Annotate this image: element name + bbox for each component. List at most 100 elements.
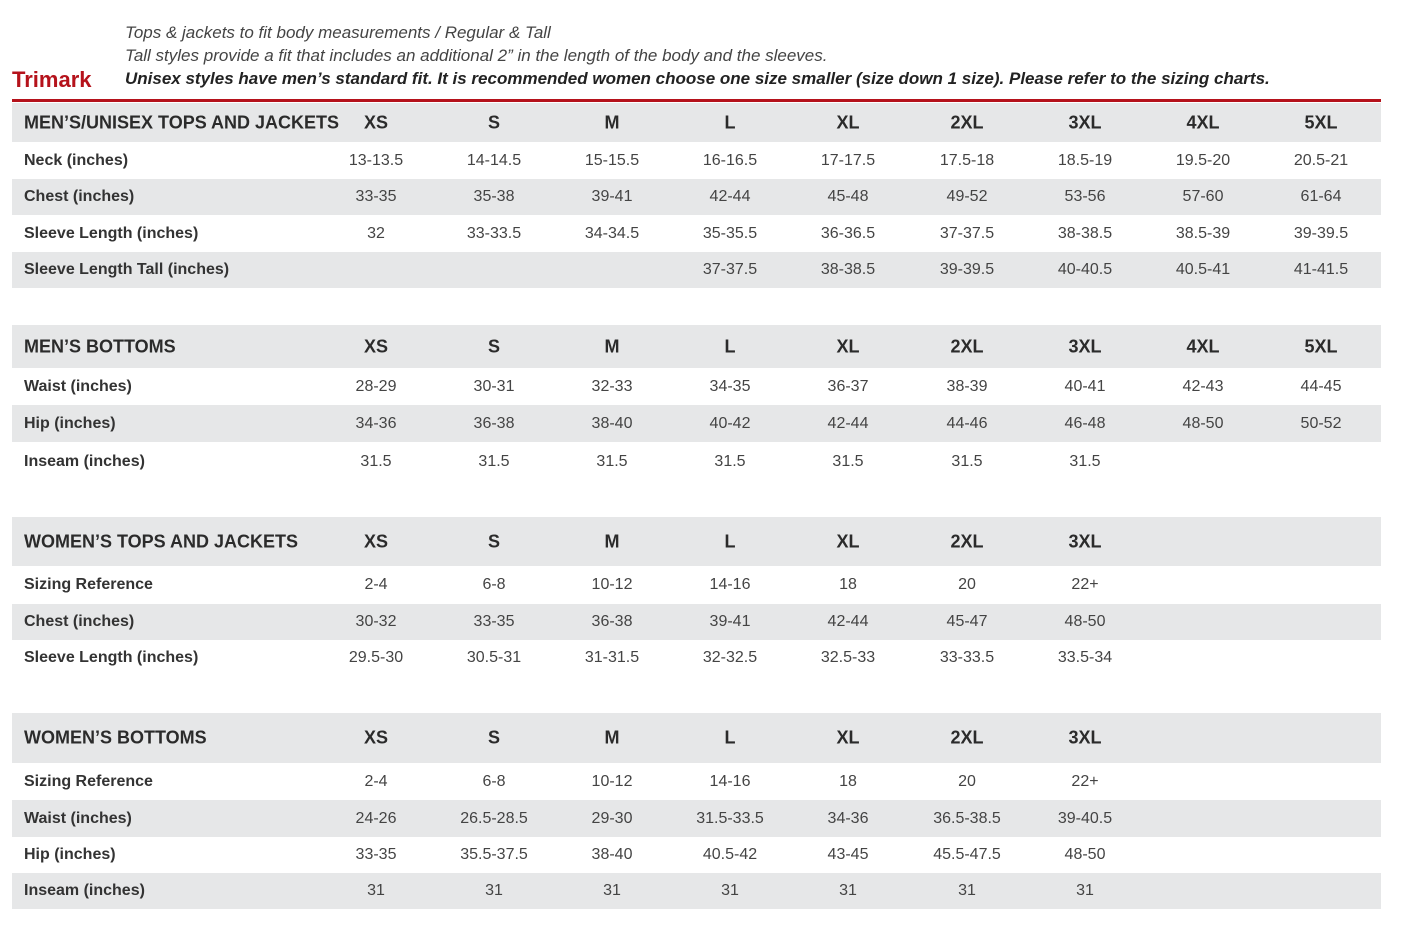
size-header: 4XL <box>1186 112 1219 133</box>
cell-value: 34-36 <box>356 415 397 433</box>
size-header: XS <box>364 531 388 552</box>
cell-value: 31 <box>603 882 621 900</box>
cell-value: 2-4 <box>364 576 387 594</box>
size-header: 5XL <box>1304 336 1337 357</box>
cell-value: 31.5-33.5 <box>696 810 764 828</box>
row-band <box>12 179 1381 215</box>
cell-value: 31 <box>958 882 976 900</box>
cell-value: 41-41.5 <box>1294 261 1348 279</box>
row-label: Waist (inches) <box>24 810 132 828</box>
table-title: MEN’S/UNISEX TOPS AND JACKETS <box>24 112 339 133</box>
cell-value: 42-44 <box>828 613 869 631</box>
size-header: M <box>605 728 620 749</box>
cell-value: 48-50 <box>1065 613 1106 631</box>
cell-value: 31 <box>367 882 385 900</box>
cell-value: 16-16.5 <box>703 152 757 170</box>
cell-value: 17.5-18 <box>940 152 994 170</box>
cell-value: 20.5-21 <box>1294 152 1348 170</box>
cell-value: 46-48 <box>1065 415 1106 433</box>
cell-value: 38-39 <box>947 378 988 396</box>
cell-value: 49-52 <box>947 188 988 206</box>
cell-value: 19.5-20 <box>1176 152 1230 170</box>
size-header: 3XL <box>1068 728 1101 749</box>
table-title: WOMEN’S TOPS AND JACKETS <box>24 531 298 552</box>
cell-value: 42-44 <box>828 415 869 433</box>
cell-value: 61-64 <box>1301 188 1342 206</box>
row-label: Chest (inches) <box>24 188 134 206</box>
row-label: Sizing Reference <box>24 773 153 791</box>
cell-value: 35-35.5 <box>703 225 757 243</box>
cell-value: 35.5-37.5 <box>460 846 528 864</box>
size-header: L <box>725 112 736 133</box>
size-header: M <box>605 531 620 552</box>
cell-value: 13-13.5 <box>349 152 403 170</box>
cell-value: 15-15.5 <box>585 152 639 170</box>
cell-value: 32-32.5 <box>703 649 757 667</box>
cell-value: 36-38 <box>592 613 633 631</box>
cell-value: 14-16 <box>710 773 751 791</box>
row-label: Waist (inches) <box>24 378 132 396</box>
cell-value: 31-31.5 <box>585 649 639 667</box>
cell-value: 6-8 <box>482 773 505 791</box>
cell-value: 32.5-33 <box>821 649 875 667</box>
cell-value: 45.5-47.5 <box>933 846 1001 864</box>
size-header: 3XL <box>1068 336 1101 357</box>
row-band <box>12 873 1381 909</box>
cell-value: 40.5-42 <box>703 846 757 864</box>
cell-value: 42-44 <box>710 188 751 206</box>
cell-value: 40-40.5 <box>1058 261 1112 279</box>
cell-value: 32 <box>367 225 385 243</box>
size-header: 2XL <box>950 728 983 749</box>
cell-value: 39-39.5 <box>1294 225 1348 243</box>
cell-value: 33.5-34 <box>1058 649 1112 667</box>
cell-value: 14-16 <box>710 576 751 594</box>
cell-value: 36-36.5 <box>821 225 875 243</box>
cell-value: 39-40.5 <box>1058 810 1112 828</box>
size-header: 2XL <box>950 112 983 133</box>
cell-value: 33-35 <box>474 613 515 631</box>
intro-line: Tops & jackets to fit body measurements … <box>125 23 551 43</box>
cell-value: 29.5-30 <box>349 649 403 667</box>
cell-value: 31 <box>485 882 503 900</box>
cell-value: 53-56 <box>1065 188 1106 206</box>
cell-value: 17-17.5 <box>821 152 875 170</box>
cell-value: 44-45 <box>1301 378 1342 396</box>
cell-value: 31.5 <box>714 453 745 471</box>
cell-value: 35-38 <box>474 188 515 206</box>
row-label: Sleeve Length Tall (inches) <box>24 261 229 279</box>
intro-line: Tall styles provide a fit that includes … <box>125 46 828 66</box>
cell-value: 45-48 <box>828 188 869 206</box>
cell-value: 10-12 <box>592 576 633 594</box>
cell-value: 43-45 <box>828 846 869 864</box>
row-label: Sizing Reference <box>24 576 153 594</box>
cell-value: 33-33.5 <box>467 225 521 243</box>
size-header: XS <box>364 728 388 749</box>
cell-value: 30-32 <box>356 613 397 631</box>
cell-value: 31.5 <box>951 453 982 471</box>
cell-value: 33-35 <box>356 846 397 864</box>
cell-value: 31.5 <box>478 453 509 471</box>
size-header: L <box>725 728 736 749</box>
cell-value: 34-34.5 <box>585 225 639 243</box>
cell-value: 57-60 <box>1183 188 1224 206</box>
size-header: XL <box>836 112 859 133</box>
cell-value: 32-33 <box>592 378 633 396</box>
size-header: S <box>488 112 500 133</box>
cell-value: 31.5 <box>1069 453 1100 471</box>
cell-value: 38-38.5 <box>821 261 875 279</box>
size-header: S <box>488 728 500 749</box>
divider <box>12 99 1381 102</box>
cell-value: 40.5-41 <box>1176 261 1230 279</box>
cell-value: 50-52 <box>1301 415 1342 433</box>
cell-value: 36-38 <box>474 415 515 433</box>
cell-value: 26.5-28.5 <box>460 810 528 828</box>
cell-value: 31 <box>721 882 739 900</box>
cell-value: 40-41 <box>1065 378 1106 396</box>
cell-value: 37-37.5 <box>940 225 994 243</box>
cell-value: 20 <box>958 773 976 791</box>
row-label: Inseam (inches) <box>24 453 145 471</box>
cell-value: 33-33.5 <box>940 649 994 667</box>
cell-value: 18 <box>839 576 857 594</box>
cell-value: 29-30 <box>592 810 633 828</box>
cell-value: 34-35 <box>710 378 751 396</box>
